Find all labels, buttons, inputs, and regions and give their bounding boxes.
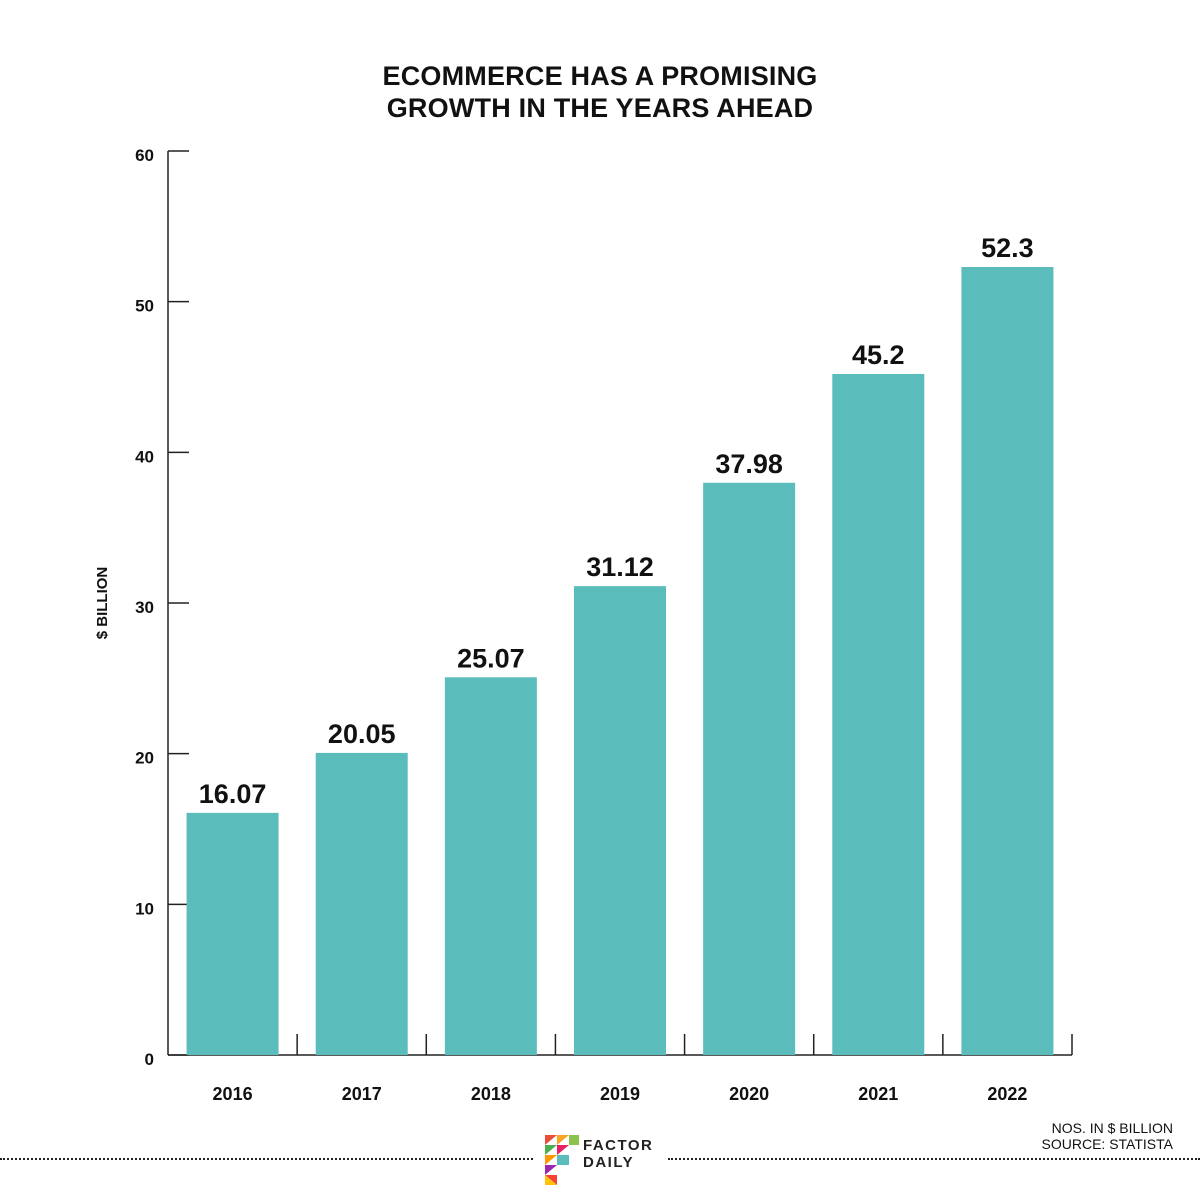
data-label-2016: 16.07	[199, 779, 267, 809]
data-label-2020: 37.98	[715, 449, 783, 479]
y-tick-label: 50	[135, 297, 154, 316]
footer-divider-right	[668, 1158, 1200, 1160]
data-label-2018: 25.07	[457, 643, 525, 673]
footer-notes: NOS. IN $ BILLION SOURCE: STATISTA	[1042, 1120, 1173, 1152]
x-tick-label-2018: 2018	[471, 1084, 511, 1104]
bar-2022	[961, 267, 1054, 1056]
x-tick-label-2019: 2019	[600, 1084, 640, 1104]
x-tick-label-2017: 2017	[342, 1084, 382, 1104]
y-tick-label: 40	[135, 447, 154, 466]
units-note: NOS. IN $ BILLION	[1051, 1120, 1173, 1136]
bar-2021	[832, 373, 925, 1055]
source-note: SOURCE: STATISTA	[1041, 1136, 1173, 1152]
brand-line-1: FACTOR	[583, 1137, 654, 1154]
x-tick-label-2020: 2020	[729, 1084, 769, 1104]
bar-2018	[444, 677, 537, 1055]
factor-daily-logo: FACTOR DAILY	[545, 1135, 665, 1190]
data-label-2022: 52.3	[981, 233, 1034, 263]
factor-daily-logo-icon	[545, 1135, 579, 1185]
data-label-2019: 31.12	[586, 552, 654, 582]
factor-daily-wordmark: FACTOR DAILY	[583, 1137, 653, 1171]
y-tick-label: 60	[135, 146, 154, 165]
brand-line-2: DAILY	[583, 1154, 635, 1171]
y-tick-label: 10	[135, 899, 154, 918]
bar-2016	[186, 812, 279, 1055]
y-tick-label: 20	[135, 749, 154, 768]
y-tick-label: 0	[145, 1050, 154, 1069]
footer-divider-left	[0, 1158, 533, 1160]
data-label-2017: 20.05	[328, 719, 396, 749]
chart-title-line-1: ECOMMERCE HAS A PROMISING	[382, 61, 818, 91]
bar-2019	[574, 586, 666, 1055]
chart-title: ECOMMERCE HAS A PROMISING GROWTH IN THE …	[0, 60, 1200, 124]
y-tick-label: 30	[135, 598, 154, 617]
bar-2017	[315, 752, 408, 1055]
x-tick-label-2022: 2022	[987, 1084, 1027, 1104]
data-label-2021: 45.2	[852, 340, 905, 370]
bar-2020	[703, 482, 796, 1055]
y-axis-title: $ BILLION	[94, 567, 111, 640]
x-tick-label-2016: 2016	[213, 1084, 253, 1104]
x-tick-label-2021: 2021	[858, 1084, 898, 1104]
chart-title-line-2: GROWTH IN THE YEARS AHEAD	[386, 93, 814, 123]
